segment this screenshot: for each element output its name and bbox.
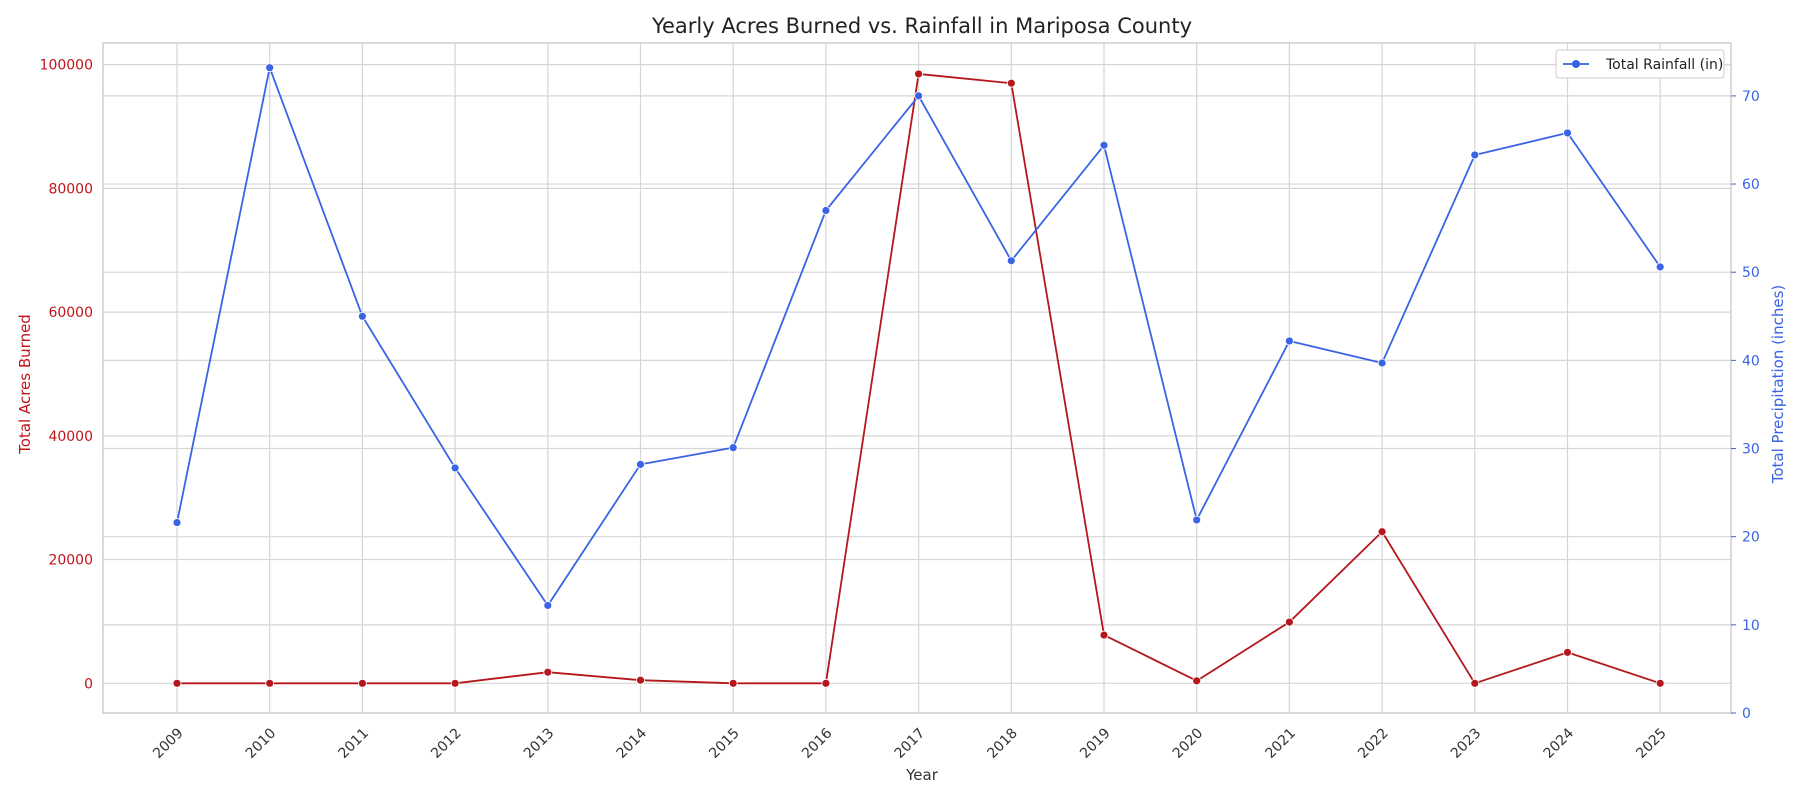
acres-data-point [172, 678, 182, 688]
right-y-axis-label: Total Precipitation (inches) [1769, 285, 1787, 485]
x-tick-label: 2012 [428, 725, 465, 762]
x-ticks: 2009 2010 2011 2012 2013 2014 2015 2016 2017 2018… [150, 725, 1670, 762]
x-tick-label: 2019 [1077, 725, 1114, 762]
rain-data-point [1192, 515, 1202, 525]
acres-data-point [1655, 678, 1665, 688]
acres-data-point [265, 678, 275, 688]
plot-frame [102, 42, 1732, 714]
x-tick-label: 2018 [984, 725, 1021, 762]
left-y-tick-label: 40000 [48, 429, 93, 445]
x-tick-label: 2014 [614, 725, 651, 762]
right-y-ticks: 0 10 20 30 40 50 60 70 [1731, 89, 1760, 722]
x-tick-label: 2011 [335, 725, 372, 762]
acres-data-point [1192, 676, 1202, 686]
legend-rain-marker-icon [1572, 60, 1580, 68]
rain-data-point [357, 311, 367, 321]
right-y-tick-label: 20 [1742, 530, 1760, 546]
left-y-axis-label: Total Acres Burned [16, 314, 34, 455]
legend-rain-label: Total Rainfall (in) [1605, 57, 1723, 73]
rain-data-point [172, 518, 182, 527]
legend-box [1555, 49, 1725, 79]
rain-data-point [543, 601, 553, 610]
acres-data-point [1099, 630, 1109, 640]
rain-data-point [265, 63, 275, 73]
acres-data-point [1377, 527, 1387, 537]
right-y-tick-label: 30 [1742, 442, 1760, 458]
rain-data-point [1470, 150, 1480, 160]
rain-data-point [1285, 336, 1294, 346]
left-y-tick-label: 100000 [40, 58, 93, 74]
chart-title: Yearly Acres Burned vs. Rainfall in Mari… [651, 14, 1192, 38]
rain-data-point [821, 206, 831, 215]
x-tick-label: 2017 [892, 725, 929, 762]
rain-data-point [1377, 358, 1387, 368]
right-y-tick-label: 60 [1742, 177, 1760, 193]
acres-data-point [543, 667, 553, 677]
acres-data-point [1285, 617, 1294, 627]
x-tick-label: 2016 [799, 725, 836, 762]
acres-data-point [636, 675, 645, 685]
rain-data-point [1563, 128, 1572, 138]
acres-data-point [728, 678, 738, 688]
rain-data-point [1006, 256, 1016, 266]
acres-data-point [1563, 647, 1572, 657]
acres-data-point [1470, 678, 1480, 688]
right-y-tick-label: 70 [1742, 89, 1760, 105]
left-y-ticks: 0 20000 40000 60000 80000 100000 [40, 58, 93, 693]
acres-data-point [357, 678, 367, 688]
grid-layer [103, 43, 1731, 714]
left-y-tick-label: 80000 [48, 181, 93, 197]
x-tick-label: 2024 [1541, 725, 1578, 762]
x-tick-label: 2020 [1170, 725, 1207, 762]
x-tick-label: 2013 [521, 725, 558, 762]
x-tick-label: 2010 [243, 725, 280, 762]
left-y-tick-label: 20000 [48, 553, 93, 569]
x-tick-label: 2009 [150, 725, 187, 762]
x-tick-label: 2023 [1448, 725, 1485, 762]
rain-data-point [1655, 262, 1665, 272]
left-y-tick-label: 0 [84, 676, 93, 692]
acres-data-point [450, 678, 460, 688]
right-y-tick-label: 40 [1742, 353, 1760, 369]
right-y-tick-label: 50 [1742, 265, 1760, 281]
x-tick-label: 2022 [1355, 725, 1392, 762]
x-tick-label: 2015 [706, 725, 743, 762]
rain-data-point [728, 443, 738, 453]
legend: Total Rainfall (in) [1555, 49, 1725, 79]
acres-data-point [914, 69, 923, 79]
rain-data-point [450, 463, 460, 473]
x-axis-label: Year [905, 766, 939, 784]
left-y-tick-label: 60000 [48, 305, 93, 321]
rain-data-point [914, 91, 923, 101]
acres-data-point [821, 678, 831, 688]
x-tick-label: 2021 [1262, 725, 1299, 762]
acres-data-point [1006, 78, 1016, 88]
series-layer [172, 63, 1665, 688]
right-y-tick-label: 0 [1742, 706, 1751, 722]
right-y-tick-label: 10 [1742, 618, 1760, 634]
rain-data-point [636, 459, 645, 469]
rain-data-point [1099, 140, 1109, 150]
x-tick-label: 2025 [1633, 725, 1670, 762]
